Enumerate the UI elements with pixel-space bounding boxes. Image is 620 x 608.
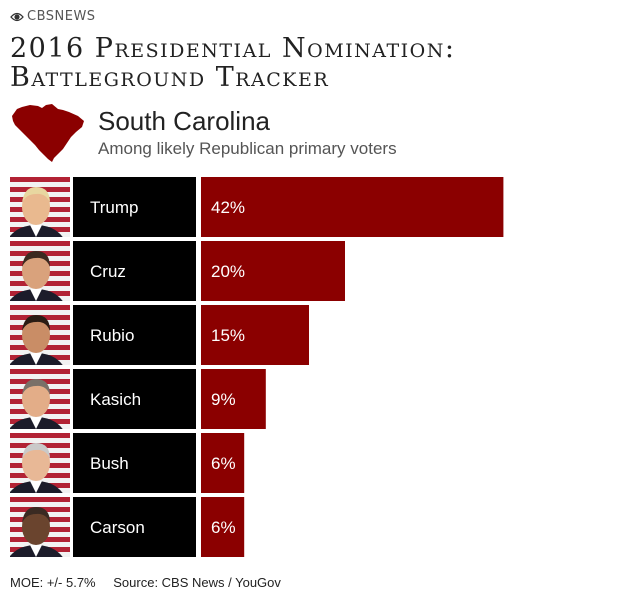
cbs-eye-icon <box>10 12 24 21</box>
bar-bush <box>201 433 245 493</box>
photo-trump <box>10 177 70 237</box>
page-title: 2016 Presidential Nomination: Battlegrou… <box>10 34 455 92</box>
bar-cruz <box>201 241 345 301</box>
name-label-rubio: Rubio <box>90 326 134 345</box>
name-box-rubio <box>73 305 196 365</box>
name-label-bush: Bush <box>90 454 129 473</box>
name-box-trump <box>73 177 196 237</box>
bar-rubio <box>201 305 309 365</box>
photo-carson <box>10 497 70 557</box>
title-line-1: 2016 Presidential Nomination: <box>10 33 456 64</box>
bar-chart: Trump 42% Cruz 20% Rubio 15% Kasich 9% Bush 6% Car… <box>10 177 504 557</box>
value-label-kasich: 9% <box>211 390 236 409</box>
value-label-bush: 6% <box>211 454 236 473</box>
photo-kasich <box>10 369 70 429</box>
name-box-cruz <box>73 241 196 301</box>
name-label-trump: Trump <box>90 198 139 217</box>
moe-note: MOE: +/- 5.7% <box>10 575 96 590</box>
bar-trump <box>201 177 504 237</box>
photo-bush <box>10 433 70 493</box>
subtitle: Among likely Republican primary voters <box>98 139 397 158</box>
value-label-rubio: 15% <box>211 326 245 345</box>
name-label-kasich: Kasich <box>90 390 141 409</box>
title-line-2: Battleground Tracker <box>10 62 330 93</box>
value-label-trump: 42% <box>211 198 245 217</box>
state-name: South Carolina <box>98 106 270 136</box>
name-box-kasich <box>73 369 196 429</box>
photo-rubio <box>10 305 70 365</box>
bar-carson <box>201 497 245 557</box>
value-label-carson: 6% <box>211 518 236 537</box>
value-label-cruz: 20% <box>211 262 245 281</box>
south-carolina-map-icon <box>12 104 84 162</box>
photo-cruz <box>10 241 70 301</box>
source-note: Source: CBS News / YouGov <box>113 575 281 590</box>
name-label-cruz: Cruz <box>90 262 126 281</box>
name-box-bush <box>73 433 196 493</box>
name-label-carson: Carson <box>90 518 145 537</box>
footer: MOE: +/- 5.7% Source: CBS News / YouGov <box>10 575 281 590</box>
name-box-carson <box>73 497 196 557</box>
bar-kasich <box>201 369 266 429</box>
brand: CBSNEWS <box>10 9 96 24</box>
brand-name: CBSNEWS <box>27 9 96 24</box>
